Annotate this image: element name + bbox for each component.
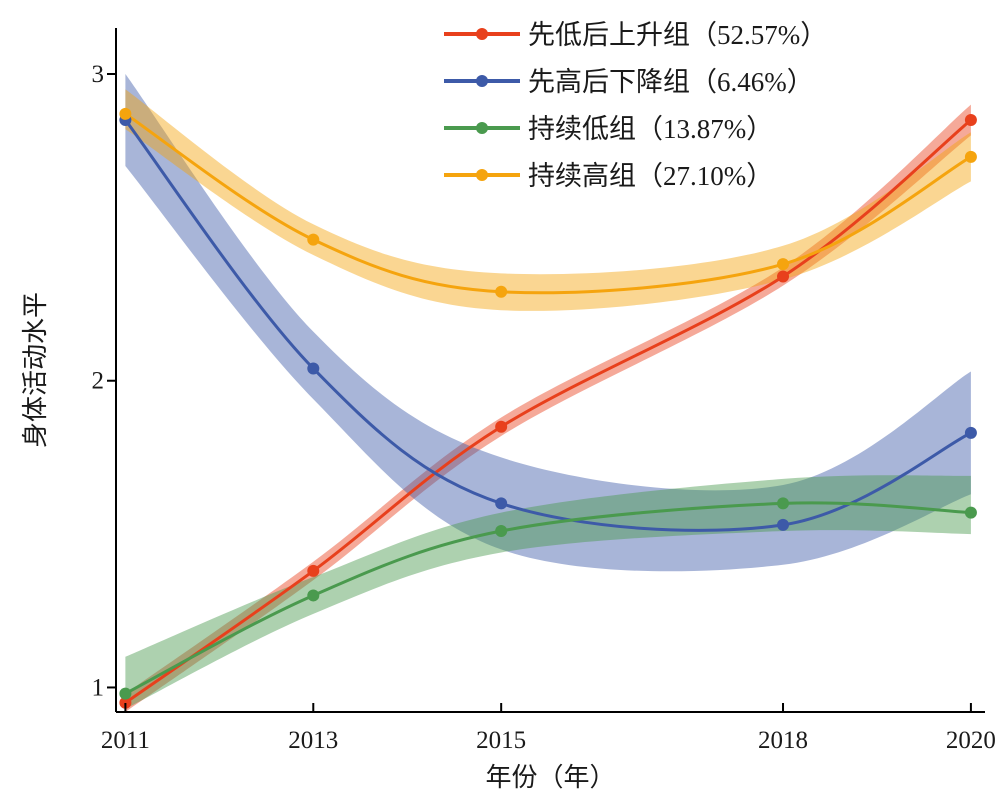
axes: 1 2 3 2011 2013 2015 2018 2020 年份（年） 身体活动水平: [21, 28, 996, 792]
series-0-point-2013: [307, 564, 320, 577]
series-0-point-2018: [777, 270, 790, 283]
series-1-point-2020: [964, 426, 977, 439]
legend-swatch-marker: [476, 122, 488, 134]
series-2-point-2018: [777, 497, 790, 510]
series-0-ci-band: [125, 104, 971, 713]
x-tick-label: 2011: [101, 727, 150, 754]
series-1-point-2013: [307, 362, 320, 375]
y-axis-title: 身体活动水平: [21, 292, 50, 448]
series-3-ci-band: [125, 89, 971, 311]
legend-label: 持续低组（13.87%）: [528, 114, 773, 144]
series-2-point-2015: [495, 525, 508, 538]
series-1-point-2015: [495, 497, 508, 510]
y-tick-label: 1: [92, 674, 105, 701]
x-tick-label: 2015: [476, 727, 526, 754]
series-3-point-2013: [307, 233, 320, 246]
x-tick-label: 2018: [758, 727, 808, 754]
legend: 先低后上升组（52.57%） 先高后下降组（6.46%） 持续低组（13.87%） 持…: [444, 20, 827, 191]
legend-label: 先低后上升组（52.57%）: [528, 20, 827, 50]
series-points: [119, 107, 977, 709]
x-tick-label: 2020: [946, 727, 996, 754]
series-2-ci-band: [125, 475, 971, 709]
legend-swatch-marker: [476, 169, 488, 181]
series-3-point-2015: [495, 285, 508, 298]
legend-swatch-marker: [476, 75, 488, 87]
legend-label: 先高后下降组（6.46%）: [528, 67, 814, 97]
legend-label: 持续高组（27.10%）: [528, 161, 773, 191]
series-3-point-2018: [777, 258, 790, 271]
y-tick-label: 2: [92, 368, 105, 395]
series-2-point-2011: [119, 687, 132, 700]
x-axis-title: 年份（年）: [485, 763, 615, 792]
y-tick-label: 3: [92, 61, 105, 88]
series-1-point-2018: [777, 518, 790, 531]
series-0-point-2015: [495, 420, 508, 433]
series-2-point-2013: [307, 589, 320, 602]
x-tick-label: 2013: [288, 727, 338, 754]
series-1-ci-band: [125, 74, 971, 572]
legend-swatch-marker: [476, 28, 488, 40]
series-0-point-2011: [119, 696, 132, 709]
series-3-point-2020: [964, 150, 977, 163]
series-2-point-2020: [964, 506, 977, 519]
series-3-point-2011: [119, 107, 132, 120]
x-ticks: 2011 2013 2015 2018 2020: [101, 703, 996, 754]
y-ticks: 1 2 3: [92, 61, 116, 701]
series-0-point-2020: [964, 114, 977, 127]
